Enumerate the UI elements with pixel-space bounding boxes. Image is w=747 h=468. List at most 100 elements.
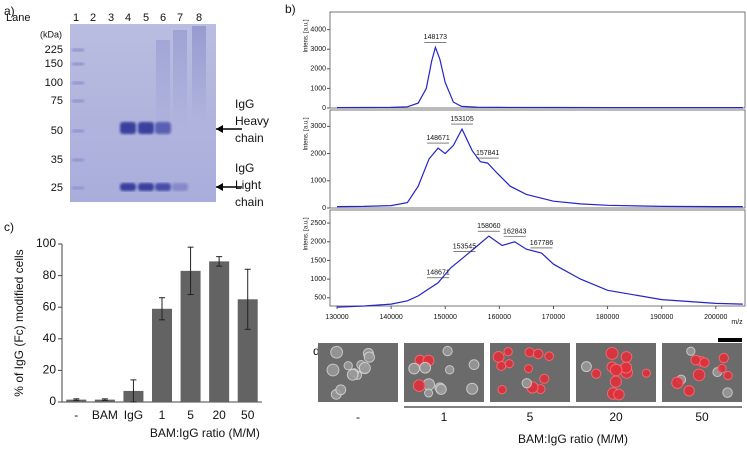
cell	[503, 347, 513, 357]
y-axis-label: Intens. [a.u.]	[304, 19, 310, 52]
y-tick-label: 2500	[310, 220, 326, 227]
ladder-band	[72, 48, 84, 52]
panel-label: c)	[4, 220, 14, 234]
group-label: BAM:IgG ratio (M/M)	[150, 426, 260, 440]
x-tick-label: 5	[187, 408, 194, 422]
scale-bar	[718, 338, 742, 342]
micrograph-label: 5	[527, 410, 534, 424]
ladder-band	[72, 99, 84, 103]
smear	[173, 30, 187, 130]
arrow-head	[216, 125, 223, 133]
lane-number: 6	[160, 12, 166, 24]
cell	[442, 345, 453, 357]
bar	[209, 261, 230, 402]
marker-label: 25	[51, 182, 63, 194]
cell	[466, 382, 479, 395]
bar	[237, 299, 258, 402]
y-tick-label: 0	[322, 205, 326, 212]
light-label: Light	[235, 178, 262, 192]
gel	[70, 24, 216, 202]
lane-number: 7	[177, 12, 183, 24]
peak-label: 157841	[476, 150, 499, 157]
peak-label: 148671	[426, 135, 449, 142]
cell	[690, 354, 702, 366]
cell	[326, 363, 340, 377]
cell	[609, 375, 622, 388]
cell	[358, 362, 371, 375]
cell	[718, 352, 729, 364]
y-tick-label: 0	[322, 105, 326, 112]
y-tick-label: 3000	[310, 123, 326, 130]
y-tick-label: 100	[36, 236, 56, 250]
cell	[444, 365, 455, 375]
light-band	[138, 183, 154, 191]
smear	[192, 26, 206, 126]
cell	[699, 357, 710, 368]
micrograph-label: 1	[441, 410, 448, 424]
lane-title: Lane	[6, 12, 30, 24]
cell	[363, 351, 375, 363]
heavy-label: chain	[235, 131, 264, 145]
panel-label: a)	[4, 4, 15, 18]
x-tick-label: 170000	[542, 314, 565, 321]
y-tick-label: 1000	[310, 276, 326, 283]
y-tick-label: 80	[43, 268, 57, 282]
cell	[504, 359, 514, 369]
cell	[717, 363, 727, 374]
y-tick-label: 1000	[310, 85, 326, 92]
ladder-band	[72, 129, 84, 133]
bar	[180, 270, 201, 402]
peak-label: 148173	[424, 34, 447, 41]
cell	[435, 383, 447, 395]
lane-number: 3	[108, 12, 114, 24]
y-tick-label: 2000	[310, 239, 326, 246]
cell	[544, 351, 555, 361]
y-tick-label: 2000	[310, 66, 326, 73]
cell	[468, 359, 480, 370]
x-axis-label: m/z	[731, 319, 743, 326]
cell	[613, 388, 625, 401]
y-tick-label: 500	[314, 295, 326, 302]
unit-label: (kDa)	[40, 29, 62, 39]
cell	[521, 378, 532, 389]
marker-label: 50	[51, 125, 63, 137]
panel-label: b)	[285, 2, 296, 16]
x-tick-label: BAM	[92, 408, 118, 422]
x-tick-label: 130000	[325, 314, 348, 321]
y-axis-label: Intens. [a.u.]	[304, 117, 310, 150]
y-tick-label: 0	[49, 394, 56, 408]
ladder-band	[72, 81, 84, 85]
cell	[330, 345, 344, 359]
marker-label: 75	[51, 95, 63, 107]
y-axis-label: Intens. [a.u.]	[304, 217, 310, 250]
y-tick-label: 2000	[310, 150, 326, 157]
micrograph-label: -	[356, 410, 360, 424]
cell	[346, 368, 359, 381]
heavy-band	[138, 122, 154, 134]
y-tick-label: 40	[43, 331, 57, 345]
y-tick-label: 3000	[310, 46, 326, 53]
x-tick-label: 50	[241, 408, 255, 422]
x-tick-label: 140000	[379, 314, 402, 321]
light-label: chain	[235, 195, 264, 209]
cell	[424, 388, 434, 398]
y-tick-label: 1500	[310, 257, 326, 264]
lane-number: 5	[143, 12, 149, 24]
lane-number: 2	[90, 12, 96, 24]
ladder-band	[72, 62, 84, 66]
x-tick-label: 1	[159, 408, 166, 422]
x-tick-label: 150000	[434, 314, 457, 321]
peak-label: 167786	[530, 240, 553, 247]
y-axis-label: % of IgG (Fc) modified cells	[12, 249, 26, 396]
spectrum-line	[336, 235, 743, 308]
peak-label: 153545	[453, 244, 476, 251]
x-tick-label: 190000	[650, 314, 673, 321]
heavy-band	[155, 122, 171, 134]
cell	[492, 351, 505, 363]
cell	[683, 385, 695, 397]
plot-frame	[329, 209, 746, 307]
cell	[580, 361, 592, 373]
cell	[722, 387, 733, 398]
cell	[686, 346, 696, 356]
y-tick-label: 20	[43, 363, 57, 377]
